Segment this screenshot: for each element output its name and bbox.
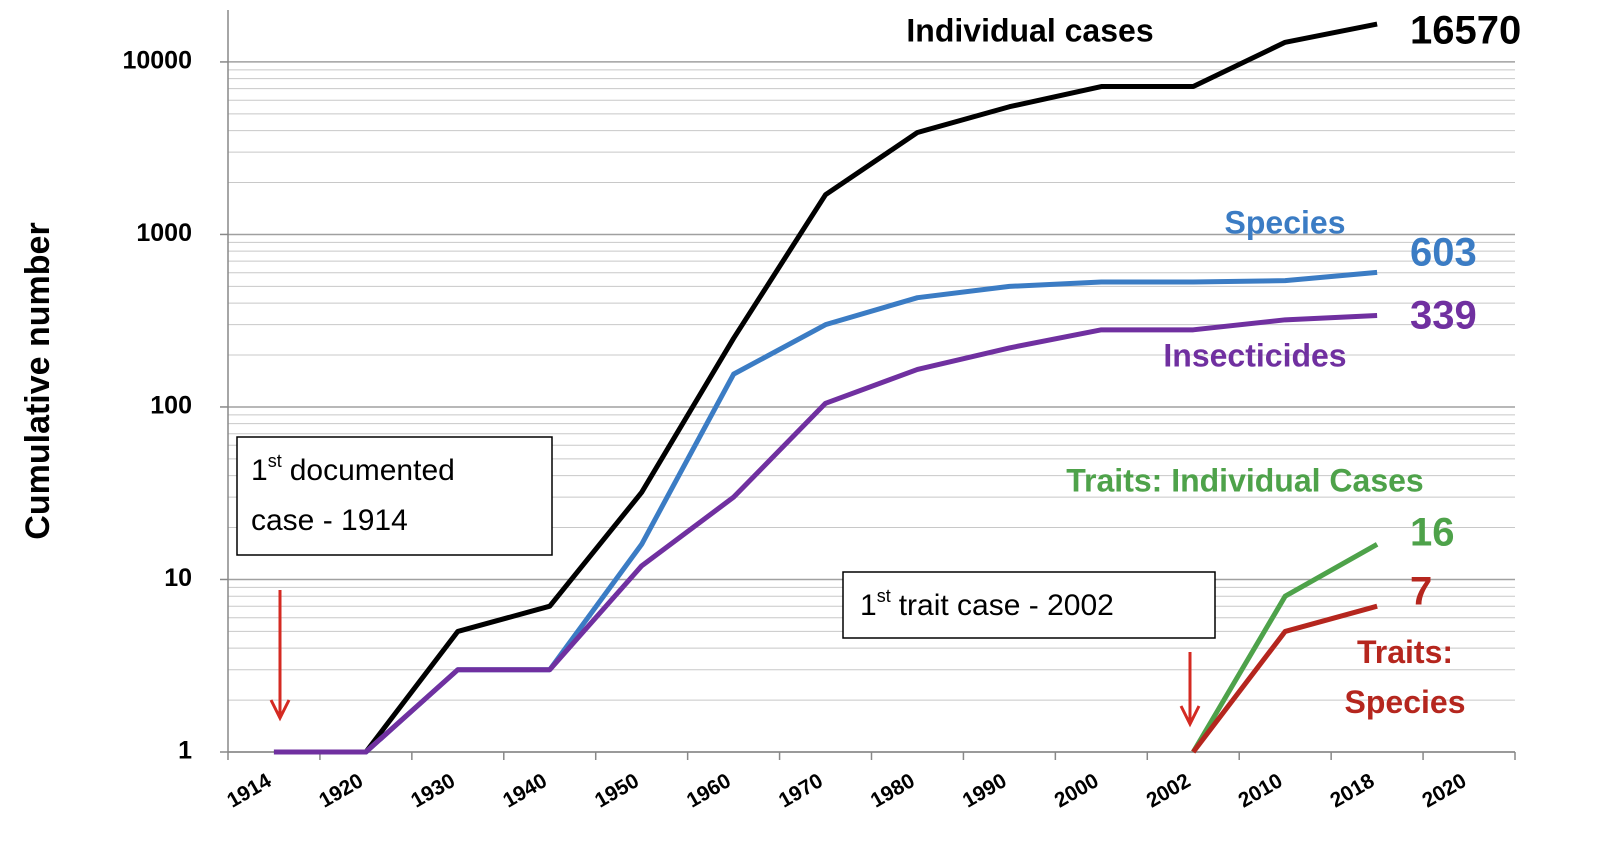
x-tick-label: 1990 [959, 769, 1011, 812]
x-tick-label: 2010 [1234, 769, 1286, 812]
arrow [269, 590, 1201, 728]
value-label: 16570 [1410, 9, 1521, 53]
x-tick-label: 2002 [1143, 769, 1195, 812]
annotation-line: case - 1914 [251, 504, 408, 537]
x-tick-label: 1940 [499, 769, 551, 812]
series-label: Species [1225, 204, 1346, 240]
value-label: 7 [1410, 570, 1432, 614]
annotation-line: documented [290, 454, 455, 487]
y-tick-label: 100 [150, 392, 192, 420]
y-tick-label: 10 [164, 564, 192, 592]
annotation-box [236, 436, 553, 556]
suffix: st [877, 586, 891, 606]
value-label: 16 [1410, 511, 1455, 555]
annotation: 1st documented [251, 451, 455, 487]
suffix: st [268, 451, 282, 471]
ordinal: 1 [251, 454, 268, 487]
series-label: Individual cases [906, 12, 1153, 48]
x-tick-label: 2020 [1418, 769, 1470, 812]
series-line [1191, 603, 1378, 754]
y-tick-label: 1000 [136, 219, 192, 247]
x-tick-label: 1914 [223, 769, 275, 812]
annotation-box [842, 571, 1216, 639]
ordinal: 1 [860, 589, 877, 622]
x-tick-label: 1930 [407, 769, 459, 812]
series-label: Traits: Individual Cases [1066, 462, 1423, 498]
y-axis-label: Cumulative number [19, 222, 57, 539]
value-label: 339 [1410, 294, 1477, 338]
series-line [273, 313, 1378, 755]
x-tick-label: 1980 [867, 769, 919, 812]
x-tick-label: 2000 [1051, 769, 1103, 812]
y-tick-label: 1 [178, 737, 192, 765]
annotation: 1st trait case - 2002 [860, 586, 1114, 622]
x-tick-label: 2018 [1326, 769, 1378, 812]
series-line [1191, 542, 1379, 754]
annotation-line: trait case - 2002 [899, 589, 1114, 622]
value-label: 603 [1410, 231, 1477, 275]
x-tick-label: 1950 [591, 769, 643, 812]
x-tick-label: 1920 [315, 769, 367, 812]
x-tick-label: 1970 [775, 769, 827, 812]
x-tick-label: 1960 [683, 769, 735, 812]
y-tick-label: 10000 [122, 47, 192, 75]
series-label: Insecticides [1163, 337, 1346, 373]
series-line [273, 21, 1378, 755]
series-label: Traits: Species [1345, 634, 1466, 720]
